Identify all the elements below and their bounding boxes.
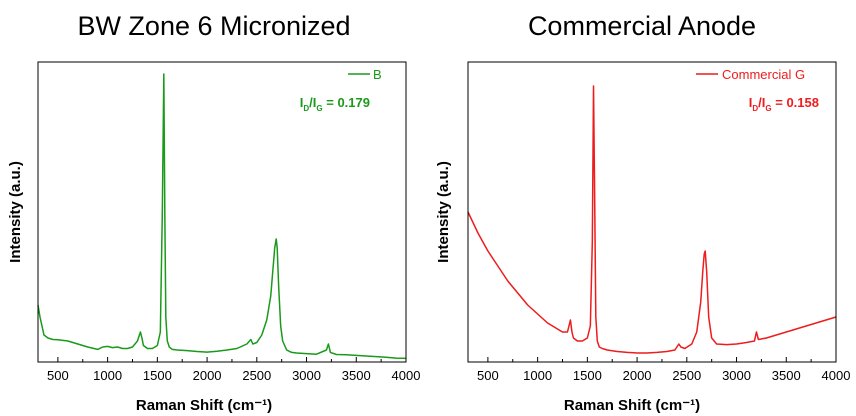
x-tick-label: 4000 [822,368,851,383]
ratio-annotation: ID/IG = 0.179 [300,95,370,113]
chart-panel-left: BW Zone 6 Micronized 500 1000 1500 2000 2500… [7,11,421,414]
legend: B [348,67,382,82]
series-line [467,85,837,354]
legend: Commercial G [696,67,805,82]
chart-title: Commercial Anode [527,11,757,41]
ratio-part: / [758,95,762,110]
x-tick-label: 2000 [623,368,652,383]
ratio-part: I [749,95,753,110]
x-tick-label: 2500 [672,368,701,383]
ratio-part: I [300,95,304,110]
ratio-part: = 0.179 [323,95,370,110]
ratio-part: I [313,95,317,110]
plot-frame [37,61,407,363]
ratio-part: G [765,104,771,113]
x-tick-label: 1500 [573,368,602,383]
ratio-annotation: ID/IG = 0.158 [749,95,819,113]
legend-label: B [373,67,382,82]
x-tick-label: 3500 [342,368,371,383]
ratio-part: D [752,104,758,113]
x-tick-label: 3000 [292,368,321,383]
x-tick-label: 1000 [93,368,122,383]
x-tick-label: 3500 [772,368,801,383]
ratio-part: I [762,95,766,110]
ratio-part: / [309,95,313,110]
chart-panel-right: Commercial Anode 500 1000 1500 2000 2500 3000… [428,0,856,416]
x-tick-label: 2000 [193,368,222,383]
ratio-part: = 0.158 [772,95,819,110]
chart-plot-right: 500 1000 1500 2000 2500 3000 3500 4000 Raman Shi… [435,61,851,414]
x-axis-label: Raman Shift (cm⁻¹) [564,397,700,414]
plot-frame [467,61,837,363]
x-tick-label: 1500 [143,368,172,383]
x-tick-label: 1000 [523,368,552,383]
x-axis-label: Raman Shift (cm⁻¹) [136,397,272,414]
series-line [37,73,407,360]
x-tick-label: 500 [477,368,499,383]
chart-plot-left: 500 1000 1500 2000 2500 3000 3500 4000 Raman Shi… [7,61,421,414]
ratio-part: G [316,104,322,113]
y-axis-label: Intensity (a.u.) [435,161,452,263]
x-tick-label: 500 [47,368,69,383]
legend-label: Commercial G [722,67,805,82]
y-axis-label: Intensity (a.u.) [7,161,24,263]
ratio-part: D [303,104,309,113]
x-tick-label: 4000 [392,368,421,383]
chart-title: BW Zone 6 Micronized [77,11,351,41]
x-tick-label: 2500 [242,368,271,383]
x-tick-label: 3000 [722,368,751,383]
